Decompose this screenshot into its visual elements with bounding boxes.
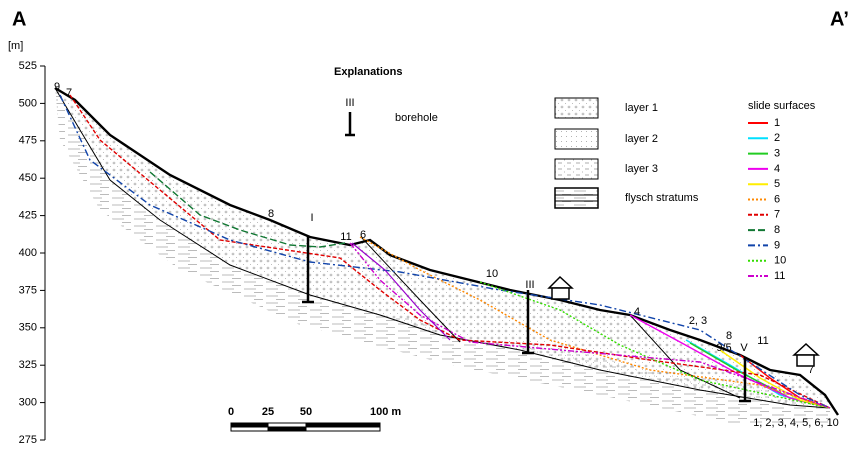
slide-surface-label: 11 — [774, 270, 785, 282]
section-start-label: A — [12, 8, 26, 30]
surface-label: 11 — [340, 231, 351, 243]
slide-surface-label: 10 — [774, 255, 786, 267]
layer-1-swatch — [555, 98, 598, 118]
slide-surface-label: 1 — [774, 117, 780, 129]
slide-surface-label: 6 — [774, 193, 780, 205]
surface-label: 8 — [726, 330, 732, 342]
slide-surface-label: 4 — [774, 163, 780, 175]
surface-label: 11 — [757, 335, 768, 347]
surface-label: 1, 2, 3, 4, 5, 6, 10 — [753, 417, 839, 429]
surface-label: 7 — [66, 87, 72, 99]
scale-segment — [268, 427, 306, 431]
flysch-swatch — [555, 188, 598, 208]
y-tick-label: 500 — [19, 97, 37, 109]
slide-surface-label: 2 — [774, 132, 780, 144]
layer-label: layer 2 — [625, 133, 658, 145]
house — [549, 277, 572, 288]
slide-surface-label: 7 — [774, 209, 780, 221]
house — [794, 344, 818, 355]
scale-label: 100 m — [370, 406, 401, 418]
slide-surface-label: 9 — [774, 239, 780, 251]
y-tick-label: 300 — [19, 397, 37, 409]
layer-2-swatch — [555, 129, 598, 149]
y-tick-label: 425 — [19, 210, 37, 222]
scale-segment — [306, 423, 380, 427]
section-end-label: A’ — [830, 8, 849, 30]
y-tick-label: 325 — [19, 359, 37, 371]
surface-label: 8 — [268, 208, 274, 220]
surface-label: 7 — [808, 364, 814, 376]
surface-label: 2, 3 — [689, 315, 707, 327]
legend — [345, 98, 598, 208]
y-tick-label: 400 — [19, 247, 37, 259]
slide-surface-label: 8 — [774, 224, 780, 236]
borehole-label: borehole — [395, 112, 438, 124]
cross-section: 525500475450425400375350325300275 AA’[m]… — [0, 0, 863, 450]
slide-surface-label: 3 — [774, 148, 780, 160]
scale-label: 0 — [228, 406, 234, 418]
surface-label: 6 — [360, 229, 366, 241]
y-tick-label: 350 — [19, 322, 37, 334]
surface-label: 9 — [54, 81, 60, 93]
y-tick-label: 275 — [19, 434, 37, 446]
borehole-name: V — [740, 342, 748, 354]
borehole-name: III — [525, 279, 534, 291]
slide-surface-label: 5 — [774, 178, 780, 190]
slide-surfaces-title: slide surfaces — [748, 100, 816, 112]
y-axis: 525 500 475 450 425 400 375 350 325 300 275 — [19, 60, 45, 446]
scale-label: 50 — [300, 406, 312, 418]
house — [552, 288, 569, 299]
y-tick-label: 450 — [19, 172, 37, 184]
y-tick-label: 525 — [19, 60, 37, 72]
legend-title: Explanations — [334, 66, 402, 78]
surface-label: 4 — [634, 306, 640, 318]
axis-unit: [m] — [8, 40, 23, 52]
scale-label: 25 — [262, 406, 274, 418]
layer-3-swatch — [555, 159, 598, 179]
y-tick-label: 475 — [19, 135, 37, 147]
layer-label: layer 3 — [625, 163, 658, 175]
scale-segment — [231, 423, 268, 427]
layer-label: flysch stratums — [625, 192, 699, 204]
layer-label: layer 1 — [625, 102, 658, 114]
borehole-name: I — [310, 212, 313, 224]
surface-label: 9/5 — [716, 342, 731, 354]
y-tick-label: 375 — [19, 284, 37, 296]
scale-bar — [231, 423, 380, 431]
surface-label: 10 — [486, 268, 498, 280]
borehole-symbol-label: III — [345, 97, 354, 109]
ground — [55, 88, 838, 425]
